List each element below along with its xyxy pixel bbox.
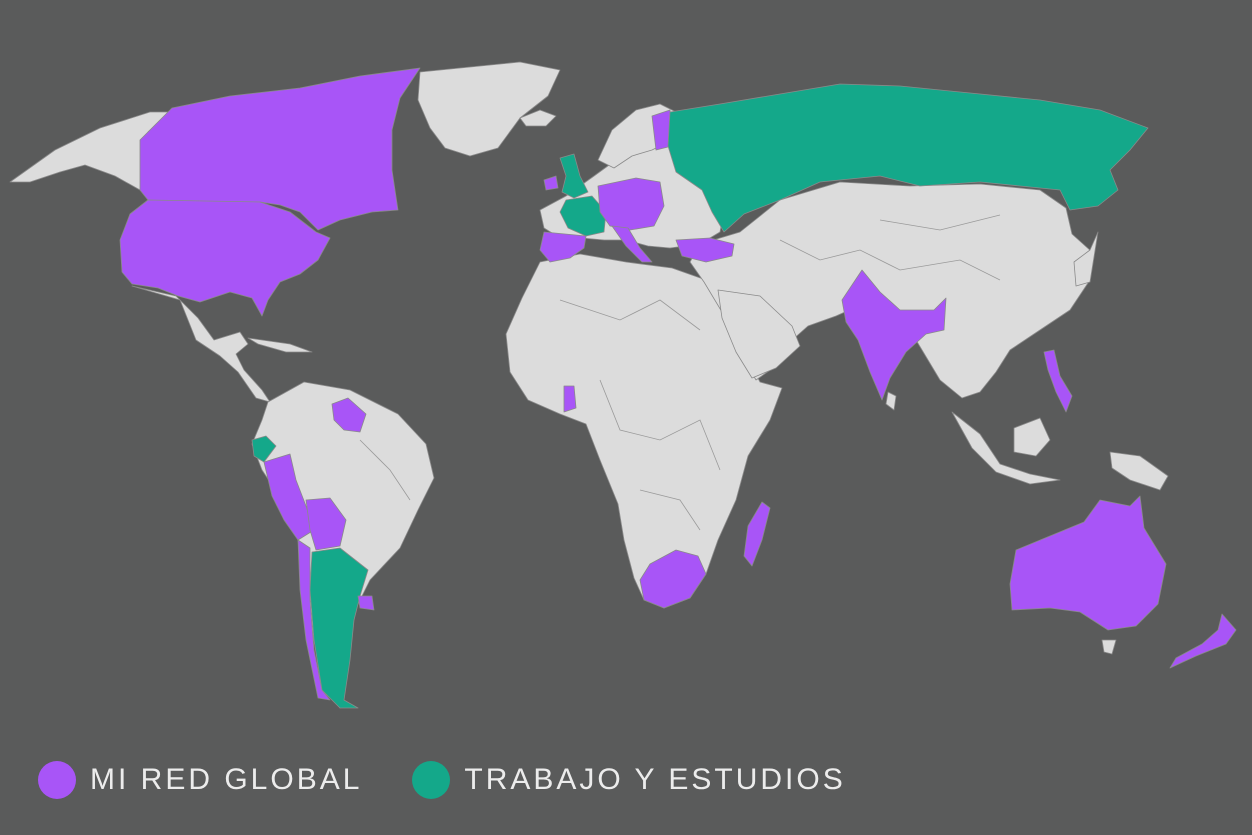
map-legend: MI RED GLOBAL TRABAJO Y ESTUDIOS	[38, 760, 896, 800]
france	[559, 195, 607, 237]
arabian-peninsula	[717, 289, 801, 379]
sumatra-java	[951, 411, 1061, 485]
turkey	[675, 237, 735, 263]
highlighted-countries-layer	[119, 67, 1237, 709]
australia	[1009, 495, 1167, 631]
madagascar	[743, 501, 771, 567]
sri-lanka	[885, 391, 897, 411]
japan	[1073, 231, 1099, 287]
russia	[667, 83, 1149, 233]
chile	[297, 539, 331, 701]
iceland	[519, 109, 557, 127]
bolivia	[305, 497, 347, 551]
legend-dot-network	[38, 761, 76, 799]
greenland	[417, 61, 561, 157]
legend-dot-work	[412, 761, 451, 799]
legend-item-network: MI RED GLOBAL	[38, 761, 362, 799]
spain	[539, 231, 587, 263]
central-europe	[597, 177, 665, 231]
legend-label-network: MI RED GLOBAL	[90, 763, 363, 796]
ghana	[563, 385, 577, 413]
new-zealand	[1169, 613, 1237, 669]
asia	[689, 181, 1093, 399]
country-border-lines	[359, 214, 1001, 531]
india	[841, 269, 947, 401]
philippines	[1043, 349, 1073, 413]
new-guinea	[1109, 451, 1169, 491]
caribbean-islands	[247, 337, 313, 353]
tasmania	[1101, 639, 1117, 655]
argentina	[309, 547, 369, 709]
ecuador	[251, 435, 277, 463]
south-africa	[639, 549, 707, 609]
legend-item-work: TRABAJO Y ESTUDIOS	[412, 761, 845, 799]
uruguay	[357, 595, 375, 611]
borneo	[1013, 417, 1051, 457]
mexico-central-america	[131, 285, 271, 403]
united-kingdom	[559, 153, 589, 199]
united-states	[119, 199, 331, 317]
italy	[611, 225, 653, 263]
guyana-suriname	[331, 397, 367, 433]
legend-label-work: TRABAJO Y ESTUDIOS	[464, 763, 846, 796]
ireland	[543, 175, 559, 191]
